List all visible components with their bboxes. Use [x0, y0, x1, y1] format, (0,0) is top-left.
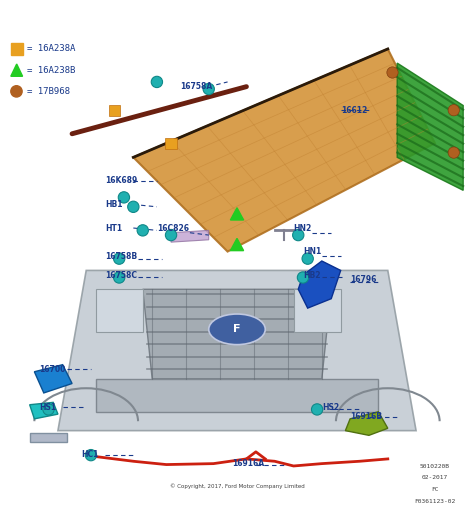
Polygon shape [346, 412, 388, 435]
Circle shape [448, 104, 459, 116]
Polygon shape [58, 270, 416, 431]
Text: HS1: HS1 [39, 402, 56, 411]
Text: 16700: 16700 [39, 365, 65, 374]
Polygon shape [143, 289, 331, 379]
Circle shape [11, 86, 22, 97]
Text: = 16A238A: = 16A238A [27, 44, 76, 53]
Text: HS2: HS2 [322, 402, 339, 411]
Bar [165, 137, 177, 149]
Ellipse shape [209, 314, 265, 345]
Circle shape [292, 230, 304, 241]
Bar [109, 104, 120, 116]
Text: = 17B968: = 17B968 [27, 87, 70, 96]
Polygon shape [96, 289, 143, 331]
Text: HN2: HN2 [293, 223, 312, 232]
Polygon shape [298, 261, 341, 308]
Text: HB1: HB1 [105, 200, 123, 209]
Text: F: F [233, 324, 241, 334]
Text: 16C826: 16C826 [157, 223, 189, 232]
Circle shape [203, 84, 214, 94]
Circle shape [448, 147, 459, 158]
Text: © Copyright, 2017, Ford Motor Company Limited: © Copyright, 2017, Ford Motor Company Li… [170, 483, 304, 489]
Circle shape [85, 449, 97, 461]
Polygon shape [30, 433, 67, 443]
Polygon shape [30, 402, 58, 419]
Text: 16916A: 16916A [232, 459, 264, 468]
Polygon shape [230, 239, 244, 251]
Circle shape [128, 201, 139, 212]
Circle shape [118, 192, 129, 203]
Text: HB2: HB2 [303, 270, 320, 280]
Polygon shape [133, 49, 435, 252]
Circle shape [311, 404, 323, 415]
Polygon shape [96, 379, 378, 412]
Text: 16758C: 16758C [105, 270, 137, 280]
Text: 16758B: 16758B [105, 252, 137, 261]
Text: 16K689: 16K689 [105, 176, 137, 185]
Text: 16796: 16796 [350, 275, 376, 284]
Circle shape [137, 224, 148, 236]
Circle shape [165, 230, 177, 241]
Circle shape [43, 404, 54, 415]
Circle shape [151, 76, 163, 88]
Polygon shape [293, 289, 341, 331]
Text: 02-2017: 02-2017 [422, 476, 448, 480]
Polygon shape [171, 230, 209, 242]
Circle shape [387, 67, 398, 78]
Text: = 16A238B: = 16A238B [27, 66, 76, 75]
Circle shape [297, 272, 309, 283]
Text: F0361123-02: F0361123-02 [414, 499, 456, 504]
Text: 16916B: 16916B [350, 412, 382, 421]
Text: 5010220B: 5010220B [420, 464, 450, 469]
Circle shape [114, 272, 125, 283]
Text: HN1: HN1 [303, 247, 321, 256]
Circle shape [114, 253, 125, 264]
Text: FC: FC [431, 487, 438, 492]
Text: 16758A: 16758A [181, 82, 213, 91]
Text: 16612: 16612 [341, 106, 367, 115]
Polygon shape [230, 208, 244, 220]
Text: HT1: HT1 [105, 223, 122, 232]
Text: HC1: HC1 [82, 449, 99, 459]
Circle shape [302, 253, 313, 264]
Polygon shape [35, 365, 72, 393]
Bar [11, 43, 23, 55]
Polygon shape [11, 64, 23, 76]
Polygon shape [397, 63, 463, 191]
